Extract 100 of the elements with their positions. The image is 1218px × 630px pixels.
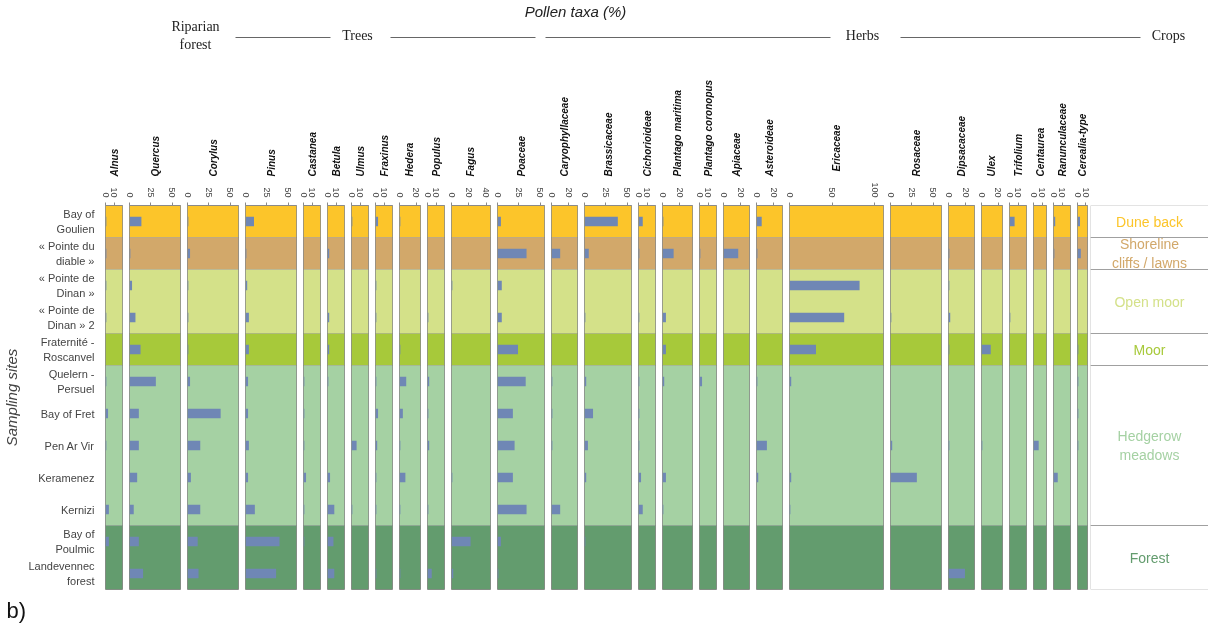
chart-title: Quercus: [149, 135, 161, 177]
chart-title: Poaceae: [515, 135, 527, 177]
chart-title: Alnus: [108, 148, 120, 178]
chart-title: Dipsacaceae: [956, 115, 967, 177]
x-tick-label: 0: [394, 192, 405, 198]
x-tick-label: 0: [718, 192, 729, 198]
x-tick-label: 25: [203, 187, 214, 198]
x-tick-label: 50: [928, 187, 938, 198]
x-tick-label: 50: [225, 187, 235, 198]
bar: [497, 504, 527, 515]
x-tick-label: 10: [431, 187, 441, 198]
x-tick-label: 0: [240, 192, 251, 198]
x-tick-label: 25: [600, 187, 611, 198]
text: Trees: [342, 28, 373, 43]
x-tick-label: 0: [124, 192, 135, 198]
chart-title: Ulmus: [354, 145, 366, 177]
bar: [451, 536, 471, 547]
bar: [187, 408, 221, 419]
x-tick-label: 0: [322, 192, 333, 198]
x-tick-label: 0: [1004, 192, 1015, 198]
bar: [129, 376, 156, 387]
x-tick-label: 0: [546, 192, 557, 198]
bar: [789, 312, 845, 323]
chart-title: Asteroideae: [764, 118, 775, 178]
text: Riparian forest: [171, 19, 220, 52]
x-tick-label: 10: [331, 187, 341, 198]
chart-title: Trifolium: [1012, 133, 1024, 177]
chart-title: Brassicaceae: [602, 112, 614, 177]
x-tick-label: 20: [674, 187, 685, 198]
x-tick-label: 20: [463, 187, 474, 198]
x-tick-label: 20: [735, 187, 746, 198]
x-tick-label: 10: [355, 187, 365, 198]
bar: [497, 408, 513, 419]
x-tick-label: 0: [784, 192, 795, 198]
x-tick-label: 0: [100, 192, 111, 198]
y-tick-label: Kernizi: [60, 503, 95, 516]
y-tick-label: Fraternité - Roscanvel: [40, 336, 95, 363]
chart-title: Populus: [430, 136, 442, 177]
x-tick-label: 0: [422, 192, 433, 198]
x-tick-label: 25: [145, 187, 156, 198]
chart-title: Plantago maritima: [672, 89, 684, 177]
x-tick-label: 100: [869, 182, 880, 198]
y-tick-label: Bay of Fret: [40, 407, 95, 420]
chart-title: Rosaceae: [910, 129, 922, 177]
text: Crops: [1151, 28, 1186, 43]
bar: [245, 568, 277, 579]
x-tick-label: 0: [976, 192, 987, 198]
x-tick-label: 0: [298, 192, 309, 198]
band-label: Dune back: [1116, 213, 1184, 230]
x-tick-label: 0: [370, 192, 381, 198]
x-tick-label: 25: [906, 187, 917, 198]
bar: [497, 472, 513, 483]
band-label: Hedgerow meadows: [1117, 427, 1183, 464]
x-tick-label: 0: [446, 192, 457, 198]
y-tick-label: « Pointe du diable »: [38, 240, 95, 267]
bar: [497, 376, 526, 387]
x-tick-label: 0: [492, 192, 503, 198]
x-tick-label: 50: [535, 187, 546, 198]
bar: [756, 216, 762, 227]
chart-title: Fraxinus: [378, 134, 390, 177]
bar: [756, 440, 767, 451]
y-tick-label: Bay of Goulien: [56, 208, 96, 235]
y-tick-label: « Pointe de Dinan » 2: [38, 304, 95, 331]
y-tick-label: Bay of Poulmic: [55, 528, 96, 555]
bar: [890, 472, 917, 483]
x-tick-label: 20: [768, 187, 779, 198]
x-tick-label: 0: [1028, 192, 1039, 198]
x-tick-label: 50: [827, 187, 838, 198]
chart-title: Ranunculaceae: [1056, 102, 1068, 177]
chart-title: Ericaceae: [831, 124, 842, 172]
chart-title: Pinus: [265, 148, 277, 177]
bar: [497, 248, 527, 259]
x-tick-label: 10: [379, 187, 389, 198]
x-tick-label: 10: [703, 187, 713, 198]
x-tick-label: 20: [411, 187, 422, 198]
y-tick-label: « Pointe de Dinan »: [38, 272, 95, 299]
y-tick-label: Landevennec forest: [28, 560, 95, 587]
x-tick-label: 10: [642, 187, 652, 198]
chart-title: Caryophyllaceae: [559, 96, 570, 177]
chart-title: Centaurea: [1034, 127, 1046, 177]
bar: [497, 344, 519, 355]
bar: [129, 344, 141, 355]
x-tick-label: 25: [513, 187, 524, 198]
bar: [129, 536, 139, 547]
band-label: Moor: [1133, 341, 1166, 358]
x-tick-label: 0: [1048, 192, 1059, 198]
band-label: Forest: [1129, 549, 1170, 566]
chart-title: Cerealia-type: [1077, 113, 1088, 177]
x-tick-label: 20: [993, 187, 1004, 198]
chart-title: Ulex: [986, 154, 998, 177]
x-tick-label: 0: [943, 192, 954, 198]
x-tick-label: 50: [622, 187, 633, 198]
x-tick-label: 10: [307, 187, 317, 198]
band-label: Open moor: [1114, 293, 1185, 310]
chart-title: Plantago coronopus: [702, 79, 714, 177]
y-tick-label: Pen Ar Vir: [44, 439, 95, 452]
x-tick-label: 50: [167, 187, 177, 198]
text: b): [6, 598, 27, 623]
x-tick-label: 25: [261, 187, 272, 198]
x-tick-label: 0: [182, 192, 193, 198]
